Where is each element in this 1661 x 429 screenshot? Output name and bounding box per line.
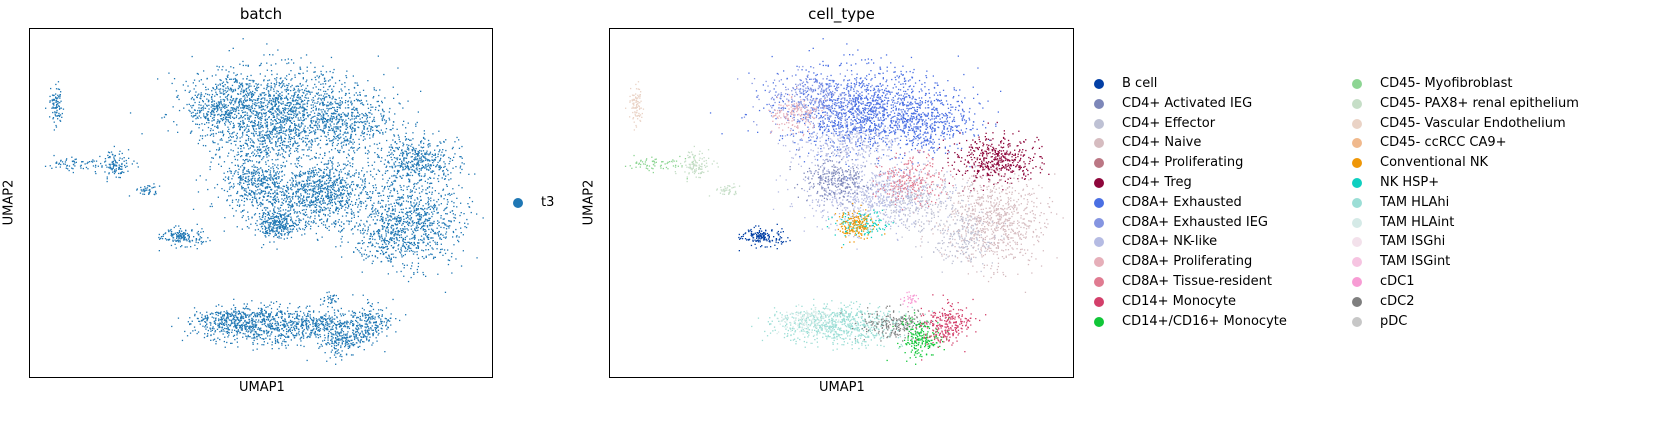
cell-type-scatter-plot: [609, 28, 1074, 378]
cell-type-scatter-canvas: [624, 38, 1064, 365]
legend-marker: [1094, 217, 1104, 228]
legend-marker: [1352, 197, 1362, 208]
batch-y-axis-label: UMAP2: [1, 179, 17, 226]
legend-label: cDC2: [1380, 293, 1415, 309]
cell-type-legend: B cell CD4+ Activated IEG CD4+ Effector CD4…: [1094, 74, 1654, 344]
legend-label: Conventional NK: [1380, 155, 1489, 171]
legend-marker: [1094, 79, 1104, 89]
legend-label: NK HSP+: [1380, 175, 1440, 190]
legend-marker: [1094, 237, 1104, 248]
legend-marker: [1352, 316, 1362, 327]
legend-marker: [1094, 98, 1104, 109]
legend-marker: [1352, 257, 1362, 268]
legend-label: CD45- PAX8+ renal epithelium: [1380, 95, 1579, 111]
legend-label: CD45- ccRCC CA9+: [1380, 135, 1507, 151]
legend-label: t3: [541, 195, 555, 210]
batch-scatter-canvas: [44, 38, 484, 365]
cell-type-y-axis-label: UMAP2: [581, 179, 597, 226]
legend-marker: [1352, 98, 1362, 109]
legend-marker: [1352, 138, 1362, 149]
legend-label: CD14+/CD16+ Monocyte: [1122, 313, 1287, 329]
legend-label: TAM ISGhi: [1380, 234, 1446, 250]
legend-marker: [513, 198, 523, 208]
legend-marker: [1094, 138, 1104, 149]
legend-label: TAM HLAhi: [1380, 194, 1450, 210]
legend-label: pDC: [1380, 313, 1408, 329]
legend-marker: [1352, 217, 1362, 228]
legend-marker: [1094, 277, 1104, 287]
legend-label: CD14+ Monocyte: [1122, 293, 1236, 309]
legend-marker: [1094, 197, 1104, 208]
legend-label: CD4+ Activated IEG: [1122, 95, 1253, 111]
legend-marker: [1352, 118, 1362, 129]
legend-marker: [1352, 277, 1362, 287]
batch-panel-title: batch: [239, 5, 283, 23]
legend-label: CD4+ Effector: [1122, 115, 1216, 131]
legend-label: CD8A+ Exhausted IEG: [1122, 214, 1269, 230]
legend-marker: [1094, 178, 1104, 188]
legend-marker: [1094, 296, 1104, 307]
legend-label: cDC1: [1380, 274, 1415, 289]
legend-marker: [1094, 118, 1104, 129]
batch-x-axis-label: UMAP1: [239, 380, 285, 395]
legend-label: CD4+ Naive: [1122, 135, 1202, 151]
legend-label: CD8A+ Proliferating: [1122, 254, 1253, 270]
legend-label: TAM ISGint: [1380, 254, 1451, 270]
legend-label: CD4+ Treg: [1122, 175, 1192, 190]
legend-label: CD8A+ Exhausted: [1122, 194, 1242, 210]
legend-marker: [1352, 158, 1362, 169]
legend-marker: [1094, 158, 1104, 169]
legend-marker: [1352, 79, 1362, 89]
batch-scatter-plot: [29, 28, 493, 378]
legend-label: CD45- Myofibroblast: [1380, 76, 1513, 91]
cell-type-x-axis-label: UMAP1: [819, 380, 865, 395]
legend-marker: [1094, 257, 1104, 268]
legend-marker: [1352, 296, 1362, 307]
legend-label: CD8A+ NK-like: [1122, 234, 1218, 250]
legend-marker: [1352, 237, 1362, 248]
legend-label: TAM HLAint: [1380, 214, 1455, 230]
legend-label: B cell: [1122, 76, 1158, 91]
legend-label: CD8A+ Tissue-resident: [1122, 274, 1272, 289]
legend-label: CD4+ Proliferating: [1122, 155, 1244, 171]
legend-marker: [1352, 178, 1362, 188]
legend-marker: [1094, 316, 1104, 327]
batch-legend: t3: [513, 193, 593, 213]
legend-label: CD45- Vascular Endothelium: [1380, 115, 1566, 131]
cell-type-panel-title: cell_type: [808, 5, 875, 23]
scatter-points: [44, 38, 484, 365]
scatter-points: [624, 38, 1064, 365]
